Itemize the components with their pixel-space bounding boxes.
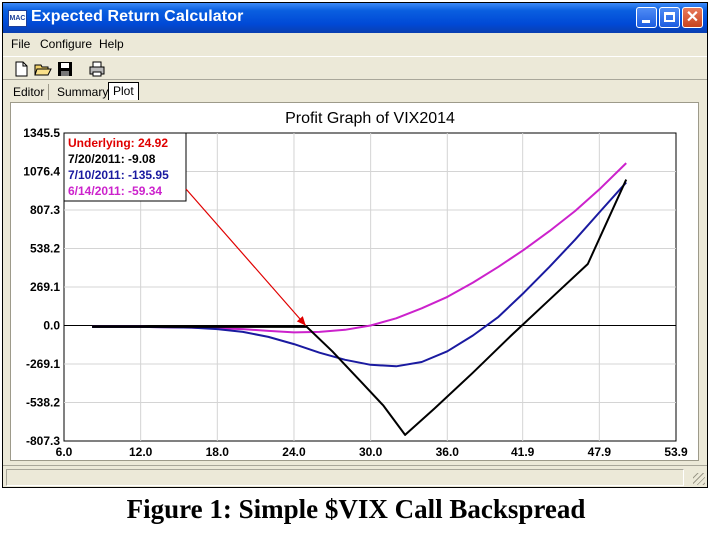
- new-file-icon[interactable]: [12, 60, 30, 78]
- close-icon: ✕: [685, 9, 700, 26]
- tab-editor[interactable]: Editor: [9, 84, 50, 100]
- menu-bar: File Configure Help: [3, 33, 707, 55]
- y-tick-label: 538.2: [30, 242, 60, 256]
- status-bar: [3, 465, 707, 487]
- menu-file[interactable]: File: [11, 37, 31, 51]
- y-tick-label: -538.2: [26, 396, 60, 410]
- close-button[interactable]: ✕: [682, 7, 703, 28]
- x-tick-label: 53.9: [664, 445, 688, 459]
- save-disk-icon[interactable]: [56, 60, 74, 78]
- tab-strip: Editor Summary Plot: [3, 81, 707, 101]
- resize-grip-icon[interactable]: [693, 473, 705, 485]
- x-tick-label: 18.0: [206, 445, 230, 459]
- minimize-button[interactable]: [636, 7, 657, 28]
- y-tick-label: 807.3: [30, 203, 60, 217]
- x-tick-label: 36.0: [436, 445, 460, 459]
- series-line-1: [92, 179, 628, 436]
- app-icon[interactable]: MAC: [8, 10, 27, 27]
- y-tick-label: 1345.5: [23, 126, 60, 140]
- title-bar[interactable]: MAC Expected Return Calculator ✕: [3, 3, 707, 33]
- y-tick-label: 269.1: [30, 280, 60, 294]
- x-tick-label: 47.9: [588, 445, 612, 459]
- x-tick-label: 41.9: [511, 445, 535, 459]
- chart-title: Profit Graph of VIX2014: [285, 110, 455, 127]
- tab-summary[interactable]: Summary: [53, 84, 114, 100]
- arrowhead-icon: [296, 316, 306, 326]
- x-tick-label: 12.0: [129, 445, 153, 459]
- legend-underlying: Underlying: 24.92: [68, 136, 168, 150]
- legend-box: [63, 132, 187, 202]
- series-line-3: [92, 162, 627, 334]
- plot-panel: Profit Graph of VIX2014 6.0 12.0 18.0 24.0 30…: [10, 102, 699, 461]
- y-tick-label: 0.0: [43, 319, 60, 333]
- app-icon-label: MAC: [9, 15, 26, 22]
- legend-entry: 6/14/2011: -59.34: [68, 184, 162, 198]
- series-line-2: [92, 181, 627, 368]
- open-folder-icon[interactable]: [34, 60, 52, 78]
- status-pane: [6, 469, 684, 486]
- app-window: MAC Expected Return Calculator ✕ File Co…: [2, 2, 708, 488]
- minimize-icon: [642, 20, 650, 23]
- menu-configure[interactable]: Configure: [40, 37, 93, 51]
- figure-caption: Figure 1: Simple $VIX Call Backspread: [126, 494, 586, 524]
- y-tick-label: 1076.4: [23, 165, 60, 179]
- x-tick-label: 24.0: [282, 445, 306, 459]
- profit-chart: Profit Graph of VIX2014 6.0 12.0 18.0 24.0 30…: [23, 110, 688, 459]
- legend-entry: 7/10/2011: -135.95: [68, 168, 169, 182]
- window-title: Expected Return Calculator: [31, 8, 244, 25]
- maximize-button[interactable]: [659, 7, 680, 28]
- y-tick-label: -269.1: [26, 357, 60, 371]
- menu-help[interactable]: Help: [99, 37, 124, 51]
- toolbar: [3, 56, 707, 80]
- x-tick-label: 6.0: [56, 445, 73, 459]
- print-icon[interactable]: [88, 60, 106, 78]
- maximize-icon: [664, 12, 675, 22]
- y-tick-label: -807.3: [26, 434, 60, 448]
- tab-plot[interactable]: Plot: [108, 82, 139, 100]
- underlying-arrow-line: [185, 188, 307, 326]
- legend-entry: 7/20/2011: -9.08: [68, 152, 156, 166]
- x-tick-label: 30.0: [359, 445, 383, 459]
